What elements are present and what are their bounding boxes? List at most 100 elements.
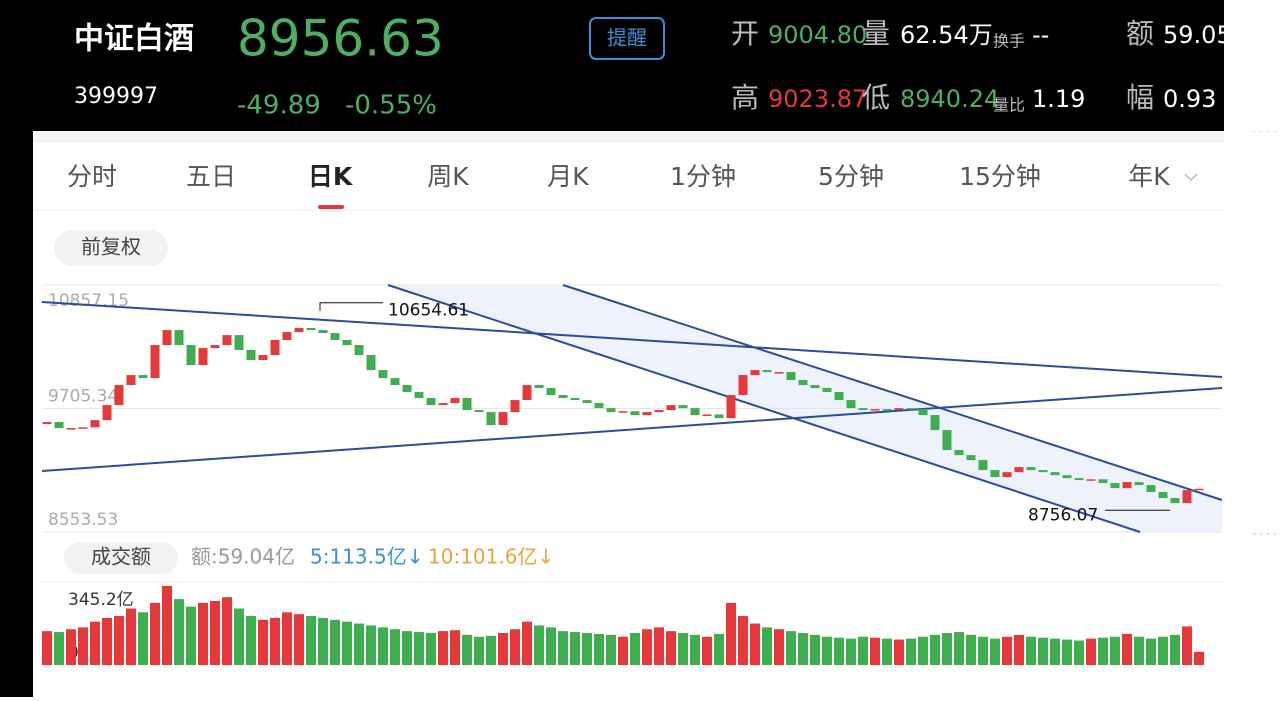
adjust-pill[interactable] xyxy=(54,230,168,266)
volume-bar xyxy=(282,612,292,665)
candle-body xyxy=(630,411,640,416)
candle-body xyxy=(102,405,112,421)
trend-line xyxy=(41,301,1223,378)
volume-bar xyxy=(906,638,916,665)
volume-bar xyxy=(1026,636,1036,665)
candle-body xyxy=(534,385,544,389)
candle-body xyxy=(690,408,700,416)
candle-body xyxy=(678,405,688,409)
volume-bar xyxy=(798,632,808,665)
volume-bar xyxy=(690,634,700,665)
candle-body xyxy=(1134,482,1144,486)
tab[interactable]: 1分钟 xyxy=(670,162,736,191)
volume-bar xyxy=(42,631,52,665)
tab[interactable]: 月K xyxy=(547,162,589,191)
tab[interactable]: 分时 xyxy=(67,162,117,191)
volume-bar xyxy=(534,625,544,665)
y-tick-label: 9705.34 xyxy=(48,387,118,407)
volume-bar xyxy=(402,631,412,665)
dropdown-arrow xyxy=(1184,173,1198,182)
candle-body xyxy=(1038,470,1048,473)
divider xyxy=(33,131,1224,143)
candle-body xyxy=(810,385,820,389)
max-marker xyxy=(319,302,383,311)
volume-bar xyxy=(714,633,724,665)
volume-bar xyxy=(774,629,784,665)
tab[interactable]: 年K xyxy=(1128,162,1170,191)
volume-bar xyxy=(942,632,952,665)
volume-bar xyxy=(990,638,1000,665)
volume-bar xyxy=(1086,638,1096,665)
volume-bar xyxy=(198,602,208,665)
change: -49.89 xyxy=(237,91,321,121)
volume-bar xyxy=(1146,638,1156,665)
candle-body xyxy=(570,398,580,401)
candle-body xyxy=(1050,472,1060,476)
candle-body xyxy=(822,388,832,393)
candle-body xyxy=(606,408,616,413)
candle-body xyxy=(1194,488,1204,491)
volume-bar xyxy=(366,625,376,665)
volume-bar xyxy=(606,634,616,665)
candle-body xyxy=(114,385,124,406)
stock-name: 中证白酒 xyxy=(74,22,194,57)
candle-body xyxy=(150,345,160,379)
candle-body xyxy=(510,400,520,413)
candle-body xyxy=(1074,478,1084,481)
volume-bar xyxy=(102,617,112,665)
volume-bar xyxy=(678,632,688,665)
trend-line xyxy=(387,284,1141,533)
volume-bar xyxy=(822,636,832,665)
volume-bar xyxy=(1194,651,1204,665)
candle-body xyxy=(342,340,352,346)
candle-body xyxy=(246,349,256,361)
volume-bar xyxy=(54,632,64,665)
min-label: 8756.07 xyxy=(1028,505,1098,525)
stat-value: 59.05 xyxy=(1163,21,1232,49)
volume-bar xyxy=(90,621,100,665)
candle-body xyxy=(558,395,568,399)
candle-body xyxy=(414,392,424,399)
tab[interactable]: 五日 xyxy=(186,162,236,191)
candle-body xyxy=(666,405,676,411)
adjust-label[interactable]: 前复权 xyxy=(81,235,141,259)
tab[interactable]: 日K xyxy=(308,162,354,191)
volume-bar xyxy=(570,632,580,665)
candle-body xyxy=(78,427,88,429)
candle-body xyxy=(354,345,364,356)
volume-bar xyxy=(1110,636,1120,665)
volume-bar xyxy=(450,630,460,665)
candle-body xyxy=(234,335,244,350)
candle-body xyxy=(834,392,844,401)
volume-bar xyxy=(378,627,388,665)
volume-bar xyxy=(234,608,244,665)
tab[interactable]: 周K xyxy=(427,162,469,191)
volume-bar xyxy=(1182,626,1192,665)
volume-bar xyxy=(210,600,220,665)
volume-bar xyxy=(858,636,868,665)
volume-bar xyxy=(114,616,124,665)
alert-label[interactable]: 提醒 xyxy=(607,26,647,50)
candle-body xyxy=(450,398,460,404)
volume-bar xyxy=(498,632,508,665)
max-label: 10654.61 xyxy=(388,301,469,321)
volume-bar xyxy=(702,636,712,665)
volume-bar xyxy=(1122,633,1132,665)
candle-body xyxy=(486,412,496,426)
volume-bar xyxy=(762,627,772,665)
candle-body xyxy=(582,400,592,404)
volume-bar xyxy=(642,629,652,665)
volume-bar xyxy=(162,585,172,665)
candle-body xyxy=(858,408,868,411)
tab[interactable]: 5分钟 xyxy=(818,162,884,191)
alert-button[interactable] xyxy=(589,17,665,60)
volume-bar xyxy=(1098,637,1108,665)
tab[interactable]: 15分钟 xyxy=(959,162,1041,191)
stat-label: 额 xyxy=(1126,17,1154,50)
candle-body xyxy=(126,375,136,386)
volume-title: 成交额 xyxy=(91,545,151,569)
volume-bar xyxy=(894,639,904,665)
volume-bar xyxy=(342,621,352,665)
volume-bar xyxy=(666,631,676,665)
